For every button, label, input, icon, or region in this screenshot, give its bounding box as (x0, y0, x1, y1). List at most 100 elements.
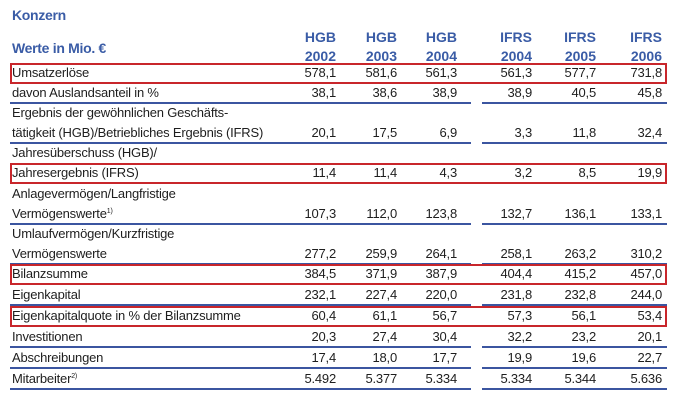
cell-value: 19,9 (637, 165, 662, 180)
row-divider (482, 346, 667, 348)
cell-value: 457,0 (630, 266, 662, 281)
row-label: Investitionen (12, 329, 83, 344)
cell-value: 3,2 (514, 165, 533, 180)
row-label: Eigenkapital (12, 287, 81, 302)
table-row: Investitionen 20,3 27,4 30,4 32,2 23,2 20,1 (0, 326, 677, 348)
column-header: HGB 2004 (387, 28, 457, 66)
cell-value: 20,1 (311, 125, 336, 140)
row-divider (482, 304, 667, 306)
cell-value: 38,1 (311, 85, 336, 100)
column-header: HGB 2002 (266, 28, 336, 66)
column-standard: IFRS (630, 29, 662, 45)
cell-value: 40,5 (571, 85, 596, 100)
row-label: davon Auslandsanteil in % (12, 85, 159, 100)
cell-value: 731,8 (630, 65, 662, 80)
cell-value: 18,0 (372, 350, 397, 365)
table-row: Mitarbeiter2) 5.492 5.377 5.334 5.334 5.344 5.… (0, 368, 677, 390)
cell-value: 263,2 (564, 246, 596, 261)
cell-value: 132,7 (500, 206, 532, 221)
cell-value: 19,9 (507, 350, 532, 365)
row-divider (10, 367, 471, 369)
cell-value: 123,8 (425, 206, 457, 221)
footnote-marker: 2) (71, 373, 78, 380)
cell-value: 5.334 (500, 371, 532, 386)
row-label: tätigkeit (HGB)/Betriebliches Ergebnis (… (12, 125, 264, 140)
cell-value: 561,3 (500, 65, 532, 80)
row-divider (10, 346, 471, 348)
cell-value: 133,1 (630, 206, 662, 221)
column-header: HGB 2003 (327, 28, 397, 66)
column-standard: IFRS (500, 29, 532, 45)
cell-value: 404,4 (500, 266, 532, 281)
cell-value: 38,9 (432, 85, 457, 100)
cell-value: 60,4 (311, 308, 336, 323)
cell-value: 232,1 (304, 287, 336, 302)
cell-value: 3,3 (514, 125, 533, 140)
cell-value: 56,1 (571, 308, 596, 323)
cell-value: 17,7 (432, 350, 457, 365)
row-label: Mitarbeiter2) (12, 371, 78, 386)
highlight-box (10, 163, 667, 184)
cell-value: 38,9 (507, 85, 532, 100)
cell-value: 231,8 (500, 287, 532, 302)
table-row: Jahresüberschuss (HGB)/ Jahresergebnis (I… (0, 143, 677, 184)
cell-value: 264,1 (425, 246, 457, 261)
row-label: Jahresergebnis (IFRS) (12, 165, 139, 180)
cell-value: 32,2 (507, 329, 532, 344)
cell-value: 310,2 (630, 246, 662, 261)
row-divider (482, 142, 667, 144)
column-year: 2003 (365, 48, 397, 64)
table-row: Eigenkapitalquote in % der Bilanzsumme 60… (0, 305, 677, 327)
cell-value: 30,4 (432, 329, 457, 344)
cell-value: 56,7 (432, 308, 457, 323)
cell-value: 11,8 (572, 125, 596, 140)
cell-value: 20,3 (311, 329, 336, 344)
cell-value: 38,6 (372, 85, 397, 100)
cell-value: 22,7 (637, 350, 662, 365)
column-year: 2004 (425, 48, 457, 64)
table-row: davon Auslandsanteil in % 38,1 38,6 38,9 38,… (0, 83, 677, 104)
row-divider (10, 102, 471, 104)
cell-value: 277,2 (304, 246, 336, 261)
column-header: IFRS 2005 (526, 28, 596, 66)
cell-value: 8,5 (578, 165, 597, 180)
cell-value: 53,4 (637, 308, 662, 323)
column-year: 2004 (500, 48, 532, 64)
row-divider (482, 388, 667, 390)
unit-label: Werte in Mio. € (12, 40, 107, 56)
cell-value: 258,1 (500, 246, 532, 261)
cell-value: 19,6 (571, 350, 596, 365)
column-standard: HGB (425, 29, 457, 45)
cell-value: 5.636 (630, 371, 662, 386)
column-year: 2005 (564, 48, 596, 64)
row-divider (482, 223, 667, 225)
highlight-box (10, 264, 667, 285)
column-standard: IFRS (564, 29, 596, 45)
cell-value: 387,9 (425, 266, 457, 281)
column-standard: HGB (304, 29, 336, 45)
row-divider (10, 142, 471, 144)
cell-value: 61,1 (372, 308, 397, 323)
cell-value: 17,4 (311, 350, 336, 365)
row-divider (482, 102, 667, 104)
footnote-marker: 1) (106, 208, 113, 215)
cell-value: 23,2 (571, 329, 596, 344)
cell-value: 227,4 (365, 287, 397, 302)
cell-value: 578,1 (304, 65, 336, 80)
row-label: Abschreibungen (12, 350, 104, 365)
cell-value: 259,9 (365, 246, 397, 261)
row-label: Bilanzsumme (12, 266, 88, 281)
column-year: 2006 (630, 48, 662, 64)
table-row: Bilanzsumme 384,5 371,9 387,9 404,4 415,2 457,… (0, 264, 677, 285)
row-divider (10, 223, 471, 225)
row-label: Vermögenswerte1) (12, 206, 113, 221)
row-label: Umsatzerlöse (12, 65, 90, 80)
table-row: Abschreibungen 17,4 18,0 17,7 19,9 19,6 22,7 (0, 347, 677, 369)
row-label: Anlagevermögen/Langfristige (12, 186, 176, 201)
column-header: IFRS 2004 (462, 28, 532, 66)
cell-value: 45,8 (637, 85, 662, 100)
table-title: Konzern (12, 7, 66, 23)
cell-value: 5.492 (304, 371, 336, 386)
highlight-box (10, 306, 667, 327)
table-row: Umlaufvermögen/Kurzfristige Vermögenswert… (0, 224, 677, 265)
